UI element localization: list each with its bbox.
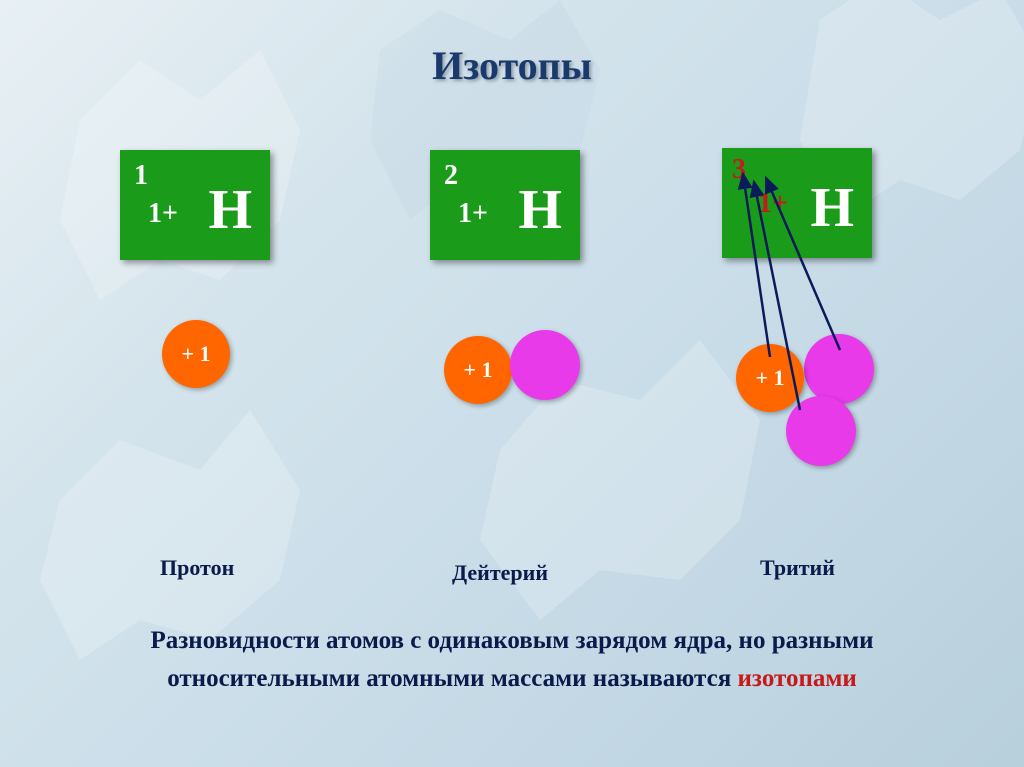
proton-particle-1: + 1: [162, 320, 230, 388]
proton-particle-2: + 1: [444, 336, 512, 404]
mass-number-1: 1: [134, 160, 148, 192]
element-symbol-2: H: [518, 178, 562, 242]
isotope-box-protium: 1 1+ H: [120, 150, 270, 260]
proton-label-3: + 1: [755, 365, 784, 391]
charge-number-2: 1+: [458, 198, 488, 230]
charge-number-1: 1+: [148, 198, 178, 230]
slide-title: Изотопы: [0, 42, 1024, 89]
neutron-particle-2: [804, 334, 874, 404]
neutron-particle-3: [786, 396, 856, 466]
element-symbol-1: H: [208, 178, 252, 242]
label-protium: Протон: [160, 555, 234, 581]
definition-emphasis: изотопами: [738, 665, 857, 692]
proton-label-2: + 1: [463, 357, 492, 383]
label-tritium: Тритий: [760, 555, 835, 581]
isotope-box-deuterium: 2 1+ H: [430, 150, 580, 260]
mass-number-2: 2: [444, 160, 458, 192]
definition-line2-pre: относительными атомными массами называют…: [167, 665, 737, 692]
definition-line2: относительными атомными массами называют…: [0, 660, 1024, 698]
proton-label-1: + 1: [181, 341, 210, 367]
definition-text: Разновидности атомов с одинаковым зарядо…: [0, 622, 1024, 697]
mass-number-3: 3: [732, 154, 746, 186]
neutron-particle-1: [510, 330, 580, 400]
label-deuterium: Дейтерий: [452, 560, 548, 586]
isotope-box-tritium: 3 1+ H: [722, 148, 872, 258]
charge-number-3: 1+: [758, 188, 788, 220]
element-symbol-3: H: [810, 176, 854, 240]
title-text: Изотопы: [432, 43, 592, 88]
definition-line1: Разновидности атомов с одинаковым зарядо…: [0, 622, 1024, 660]
proton-particle-3: + 1: [736, 344, 804, 412]
